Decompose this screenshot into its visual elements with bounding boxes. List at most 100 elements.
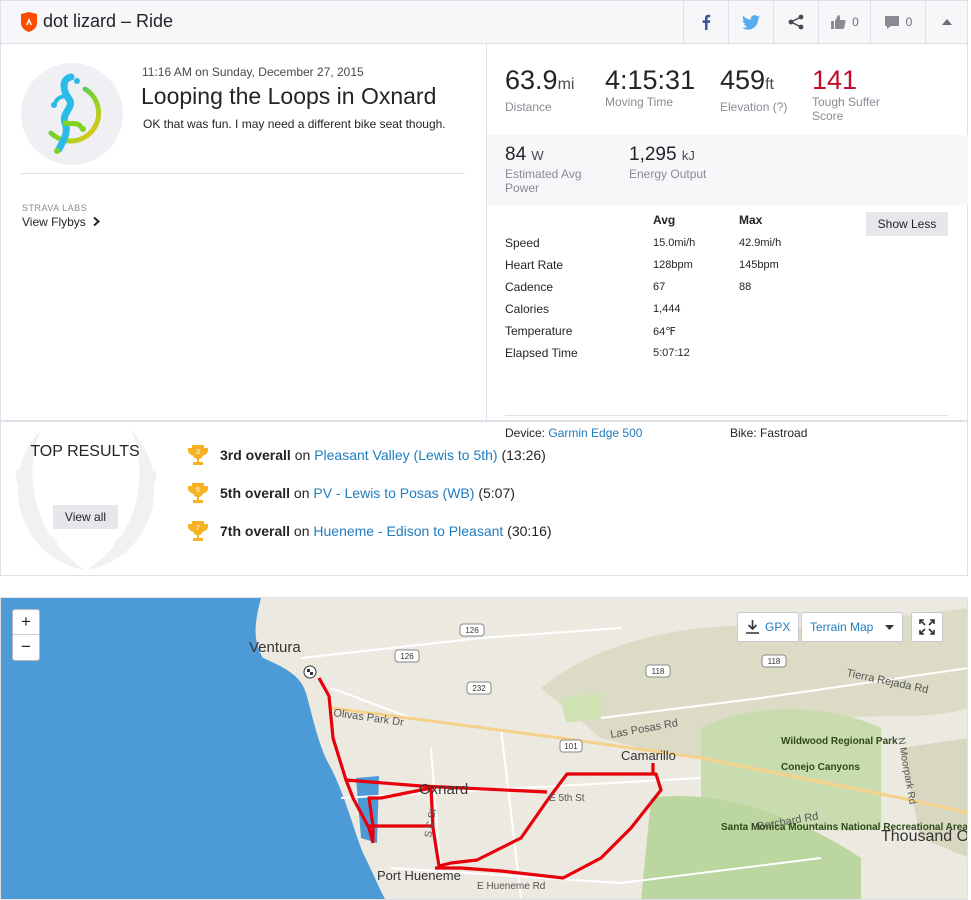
athlete-avatar[interactable] — [21, 63, 123, 165]
top-results: TOP RESULTS View all 3 3rd overall on Pl… — [0, 421, 968, 576]
view-flybys-link[interactable]: View Flybys — [22, 215, 101, 229]
segment-link[interactable]: PV - Lewis to Posas (WB) — [313, 485, 475, 501]
result-on: on — [293, 485, 310, 501]
divider — [21, 173, 465, 174]
trophy-badge: 3 — [196, 449, 200, 456]
result-time: (13:26) — [501, 447, 546, 463]
row-label: Heart Rate — [505, 258, 564, 272]
bike-value: Fastroad — [760, 426, 808, 440]
segment-link[interactable]: Pleasant Valley (Lewis to 5th) — [314, 447, 498, 463]
route-map[interactable]: 126 126 232 118 118 101 Ventura Oxnard C… — [0, 597, 968, 900]
comment-icon — [884, 15, 899, 29]
expand-icon — [919, 619, 935, 635]
activity-summary: 11:16 AM on Sunday, December 27, 2015 Lo… — [0, 43, 968, 440]
result-rank: 3rd overall — [220, 447, 291, 463]
comments-count: 0 — [905, 15, 913, 29]
activity-title: Looping the Loops in Oxnard — [141, 83, 437, 109]
highway-shields: 126 126 232 118 118 101 — [394, 623, 787, 753]
map-type-dropdown[interactable]: Terrain Map — [801, 612, 904, 642]
show-less-button[interactable]: Show Less — [866, 212, 948, 236]
result-rank: 7th overall — [220, 523, 291, 539]
energy-value: 1,295 — [629, 144, 677, 165]
divider — [505, 415, 948, 416]
share-button[interactable] — [773, 1, 818, 43]
result-item: 7 7th overall on Hueneme - Edison to Ple… — [187, 520, 552, 542]
row-label: Calories — [505, 302, 550, 316]
page-title: dot lizard – Ride — [43, 11, 174, 31]
device-label: Device: — [505, 426, 546, 440]
zoom-control: + − — [12, 609, 40, 661]
elevation-value: 459 — [720, 65, 766, 95]
wildwood-park-area — [701, 709, 881, 831]
twitter-share-button[interactable] — [728, 1, 773, 43]
laurel-wreath-icon — [15, 430, 157, 570]
row-avg: 15.0mi/h — [653, 237, 696, 249]
result-time: (30:16) — [507, 523, 552, 539]
trophy-badge: 7 — [196, 525, 200, 532]
segment-link[interactable]: Hueneme - Edison to Pleasant — [313, 523, 504, 539]
result-rank: 5th overall — [220, 485, 291, 501]
map-type-label: Terrain Map — [810, 620, 874, 634]
gpx-download-button[interactable]: GPX — [737, 612, 800, 642]
top-results-heading: TOP RESULTS — [30, 443, 140, 460]
stat-energy: 1,295 kJ Energy Output — [629, 144, 706, 181]
shield-232: 232 — [472, 684, 486, 693]
fullscreen-button[interactable] — [911, 612, 943, 642]
device-info: Device: Garmin Edge 500 — [505, 426, 642, 440]
kudos-count: 0 — [852, 15, 859, 29]
distance-unit: mi — [557, 76, 575, 93]
place-ventura: Ventura — [249, 639, 301, 656]
device-link[interactable]: Garmin Edge 500 — [548, 426, 643, 440]
energy-unit: kJ — [681, 148, 695, 163]
zoom-in-button[interactable]: + — [13, 610, 39, 635]
comments-button[interactable]: 0 — [870, 1, 925, 43]
zoom-out-button[interactable]: − — [21, 637, 31, 656]
road-c-st: S C St — [423, 808, 439, 839]
chevron-right-icon — [93, 216, 101, 227]
park-patch — [561, 693, 601, 723]
place-oxnard: Oxnard — [419, 781, 468, 798]
result-time: (5:07) — [478, 485, 515, 501]
row-avg: 64℉ — [653, 326, 676, 338]
hills-area — [541, 608, 967, 757]
stat-moving-time: 4:15:31 Moving Time — [605, 65, 695, 109]
strava-labs-label: STRAVA LABS — [22, 203, 88, 213]
stat-distance: 63.9mi Distance — [505, 65, 574, 114]
row-avg: 1,444 — [653, 303, 681, 315]
download-icon — [746, 620, 759, 634]
moving-time-label: Moving Time — [605, 95, 674, 109]
suffer-score-label: Tough Suffer Score — [812, 95, 880, 123]
elevation-unit: ft — [765, 76, 774, 93]
row-avg: 5:07:12 — [653, 347, 690, 359]
header-actions: 0 0 — [683, 1, 967, 43]
row-label: Temperature — [505, 324, 573, 338]
stat-elevation: 459ft Elevation (?) — [720, 65, 787, 114]
bike-info: Bike: Fastroad — [730, 426, 807, 440]
strava-badge-icon — [21, 12, 37, 32]
activity-stats: 63.9mi Distance 4:15:31 Moving Time 459f… — [486, 43, 968, 440]
result-on: on — [294, 447, 311, 463]
view-flybys-label: View Flybys — [22, 215, 86, 229]
activity-description: OK that was fun. I may need a different … — [143, 117, 446, 131]
trophy-icon: 3 — [188, 445, 208, 465]
max-header: Max — [739, 213, 763, 227]
activity-datetime: 11:16 AM on Sunday, December 27, 2015 — [142, 65, 364, 79]
view-all-button[interactable]: View all — [53, 505, 118, 529]
collapse-button[interactable] — [925, 1, 967, 43]
facebook-share-button[interactable] — [683, 1, 728, 43]
activity-route — [317, 677, 663, 880]
row-max: 42.9mi/h — [739, 237, 782, 249]
shield-118: 118 — [768, 657, 781, 666]
twitter-icon — [742, 14, 760, 30]
map-canvas[interactable]: 126 126 232 118 118 101 Ventura Oxnard C… — [1, 598, 968, 900]
power-unit: W — [531, 148, 544, 163]
kudos-button[interactable]: 0 — [818, 1, 870, 43]
energy-label: Energy Output — [629, 167, 707, 181]
elevation-help-link[interactable]: Elevation (?) — [720, 100, 788, 114]
gpx-label: GPX — [765, 620, 791, 634]
row-label: Speed — [505, 236, 540, 250]
stat-suffer-score: 141 Tough Suffer Score — [812, 65, 912, 123]
shield-101: 101 — [564, 742, 578, 751]
activity-details: 11:16 AM on Sunday, December 27, 2015 Lo… — [1, 43, 486, 420]
road-5th-st: E 5th St — [549, 793, 585, 804]
